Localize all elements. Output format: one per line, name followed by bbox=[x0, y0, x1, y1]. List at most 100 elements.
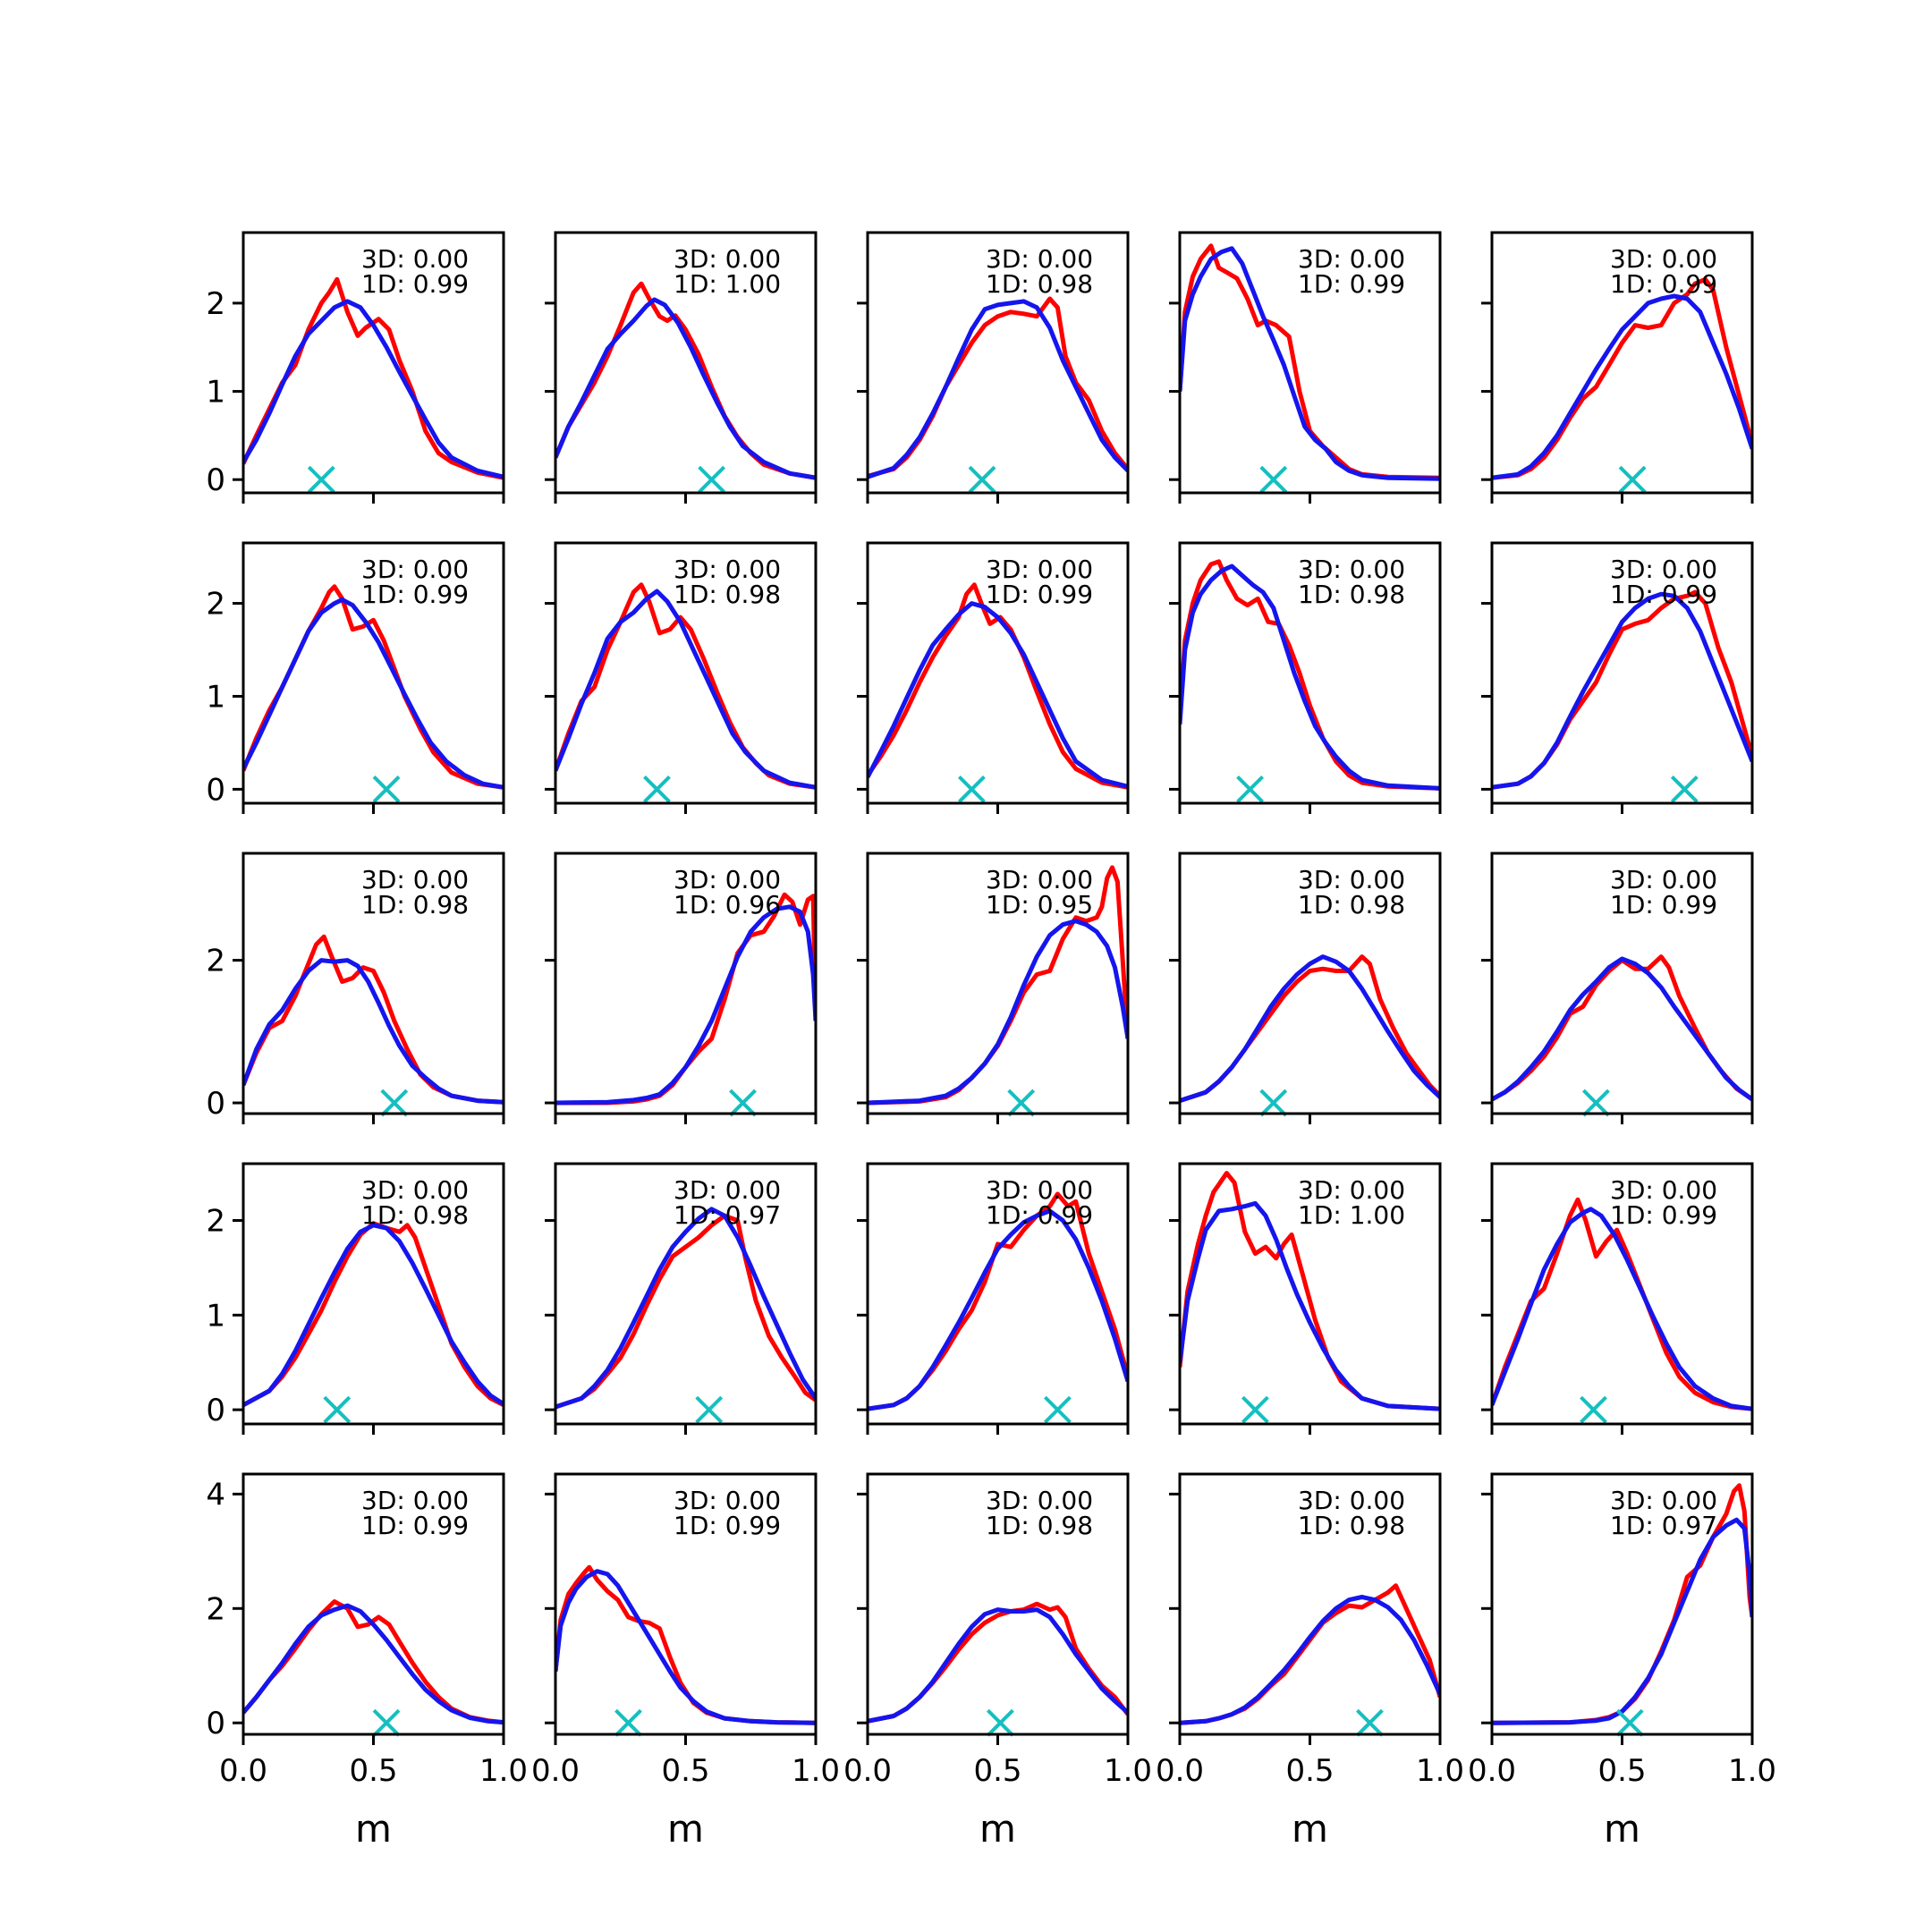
red-curve bbox=[243, 1221, 504, 1408]
annotation-3d: 3D: 0.00 bbox=[674, 1486, 781, 1515]
annotation-3d: 3D: 0.00 bbox=[361, 1175, 469, 1205]
x-tick-label: 0.0 bbox=[1156, 1753, 1204, 1789]
annotation-3d: 3D: 0.00 bbox=[1610, 555, 1717, 584]
annotation-1d: 1D: 1.00 bbox=[1298, 1200, 1405, 1230]
x-marker bbox=[968, 465, 996, 494]
x-marker bbox=[1670, 775, 1699, 803]
blue-curve bbox=[243, 299, 504, 479]
x-tick-label: 0.5 bbox=[1597, 1753, 1646, 1789]
annotation-1d: 1D: 0.95 bbox=[986, 890, 1093, 919]
red-curve bbox=[243, 934, 504, 1105]
blue-curve bbox=[1180, 954, 1440, 1103]
x-tick-label: 1.0 bbox=[792, 1753, 840, 1789]
axes-frame bbox=[1490, 231, 1754, 495]
x-axis-label: m bbox=[667, 1807, 704, 1851]
x-marker bbox=[1259, 465, 1288, 494]
blue-curve bbox=[868, 299, 1128, 479]
blue-curve bbox=[1180, 1595, 1440, 1725]
red-curve bbox=[555, 892, 816, 1106]
annotation-3d: 3D: 0.00 bbox=[361, 1486, 469, 1515]
x-tick-label: 1.0 bbox=[479, 1753, 528, 1789]
annotation-3d: 3D: 0.00 bbox=[1298, 1486, 1405, 1515]
blue-curve bbox=[1492, 591, 1752, 790]
y-tick-label: 2 bbox=[206, 944, 225, 979]
annotation-3d: 3D: 0.00 bbox=[1298, 1175, 1405, 1205]
x-marker bbox=[372, 1708, 401, 1737]
x-tick-label: 0.0 bbox=[219, 1753, 267, 1789]
annotation-3d: 3D: 0.00 bbox=[1610, 1486, 1717, 1515]
annotation-3d: 3D: 0.00 bbox=[986, 1175, 1093, 1205]
annotation-3d: 3D: 0.00 bbox=[1610, 865, 1717, 894]
x-marker bbox=[307, 465, 335, 494]
axes-frame bbox=[1178, 1472, 1442, 1736]
annotation-3d: 3D: 0.00 bbox=[1298, 865, 1405, 894]
blue-curve bbox=[1492, 956, 1752, 1102]
blue-curve bbox=[868, 1607, 1128, 1724]
annotation-3d: 3D: 0.00 bbox=[674, 1175, 781, 1205]
x-tick-label: 0.0 bbox=[531, 1753, 580, 1789]
axes-frame bbox=[242, 1472, 505, 1736]
axes-frame bbox=[1490, 1162, 1754, 1426]
red-curve bbox=[1180, 1583, 1440, 1725]
x-marker bbox=[698, 465, 726, 494]
x-marker bbox=[1581, 1089, 1610, 1117]
red-curve bbox=[1492, 954, 1752, 1102]
blue-curve bbox=[1492, 1207, 1752, 1411]
y-tick-label: 1 bbox=[206, 1298, 225, 1334]
annotation-3d: 3D: 0.00 bbox=[361, 865, 469, 894]
annotation-1d: 1D: 0.99 bbox=[361, 269, 469, 299]
blue-curve bbox=[868, 601, 1128, 789]
annotation-3d: 3D: 0.00 bbox=[361, 244, 469, 274]
red-curve bbox=[243, 276, 504, 480]
blue-curve bbox=[243, 958, 504, 1105]
blue-curve bbox=[555, 1207, 816, 1410]
blue-curve bbox=[1180, 564, 1440, 791]
x-tick-label: 0.5 bbox=[973, 1753, 1021, 1789]
blue-curve bbox=[1492, 293, 1752, 480]
x-axis-label: m bbox=[1292, 1807, 1328, 1851]
x-marker bbox=[729, 1089, 757, 1117]
x-marker bbox=[695, 1395, 724, 1424]
axes-frame bbox=[866, 541, 1130, 805]
y-tick-label: 2 bbox=[206, 587, 225, 623]
annotation-3d: 3D: 0.00 bbox=[674, 865, 781, 894]
x-tick-label: 0.5 bbox=[1285, 1753, 1334, 1789]
x-marker bbox=[1259, 1089, 1288, 1117]
annotation-1d: 1D: 0.97 bbox=[674, 1200, 781, 1230]
annotation-1d: 1D: 0.98 bbox=[1298, 890, 1405, 919]
y-tick-label: 1 bbox=[206, 375, 225, 411]
y-tick-label: 0 bbox=[206, 1706, 225, 1741]
red-curve bbox=[868, 296, 1128, 479]
red-curve bbox=[555, 582, 816, 790]
annotation-1d: 1D: 0.99 bbox=[1610, 580, 1717, 609]
red-curve bbox=[555, 1564, 816, 1725]
axes-frame bbox=[242, 231, 505, 495]
axes-frame bbox=[1490, 541, 1754, 805]
annotation-1d: 1D: 0.99 bbox=[1610, 890, 1717, 919]
red-curve bbox=[1492, 276, 1752, 480]
axes-frame bbox=[866, 852, 1130, 1115]
annotation-3d: 3D: 0.00 bbox=[1610, 244, 1717, 274]
blue-curve bbox=[868, 919, 1128, 1106]
axes-frame bbox=[554, 231, 818, 495]
blue-curve bbox=[555, 1569, 816, 1725]
x-marker bbox=[1615, 1708, 1644, 1737]
red-curve bbox=[1180, 559, 1440, 791]
x-tick-label: 0.5 bbox=[349, 1753, 397, 1789]
red-curve bbox=[555, 1213, 816, 1410]
x-tick-label: 0.0 bbox=[843, 1753, 892, 1789]
annotation-1d: 1D: 0.99 bbox=[674, 1511, 781, 1540]
x-marker bbox=[323, 1395, 352, 1424]
axes-frame bbox=[242, 541, 505, 805]
axes-frame bbox=[866, 231, 1130, 495]
x-marker bbox=[1618, 465, 1647, 494]
blue-curve bbox=[1180, 1200, 1440, 1411]
